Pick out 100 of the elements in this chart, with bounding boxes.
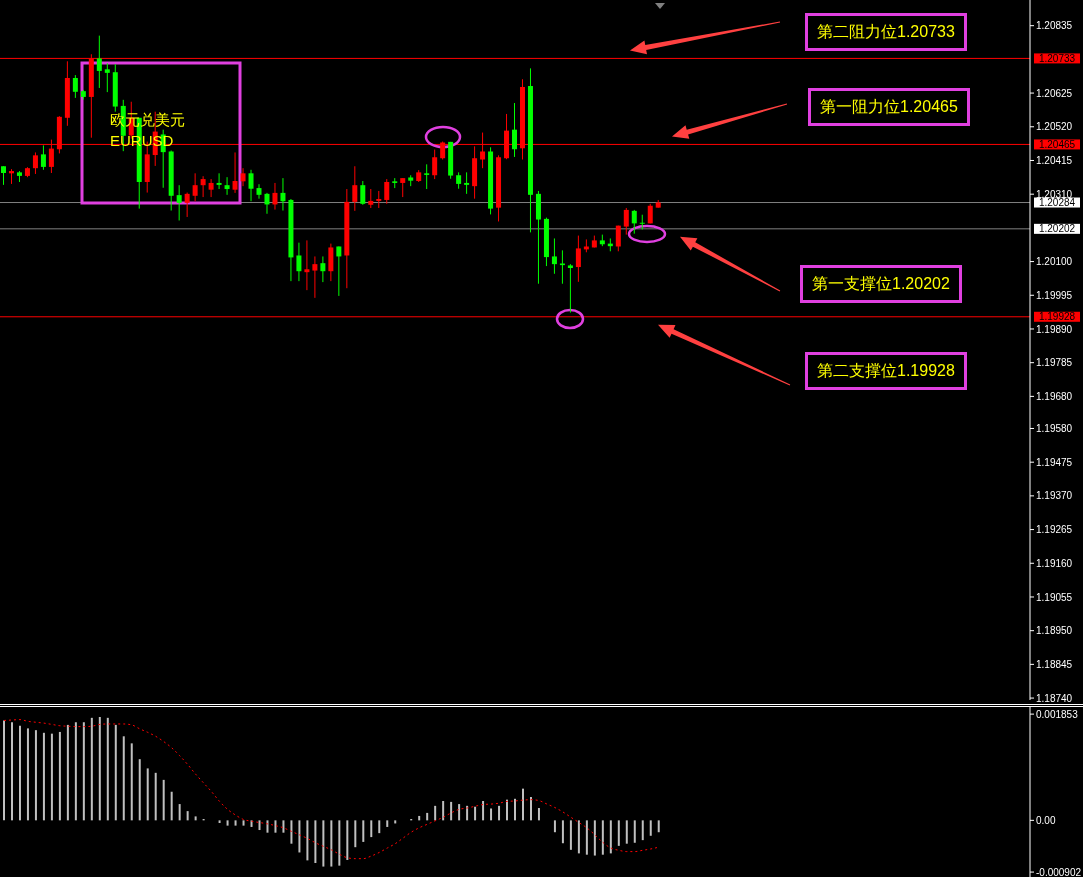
candlestick: [615, 225, 621, 252]
y-tick-label: 1.20100: [1036, 256, 1073, 268]
candlestick: [32, 151, 38, 175]
bar: [258, 820, 261, 831]
annotation: 第二阻力位1.20733: [805, 13, 967, 51]
candlestick: [240, 167, 246, 187]
candlestick: [264, 192, 270, 215]
bar: [98, 716, 101, 821]
candlestick: [336, 245, 342, 297]
bar: [537, 808, 540, 821]
bar: [194, 816, 197, 821]
bar: [346, 820, 349, 860]
bar: [10, 722, 13, 821]
bar: [362, 820, 365, 842]
bar: [434, 805, 437, 821]
bar: [521, 788, 524, 821]
annotation: 第一支撑位1.20202: [800, 265, 962, 303]
candlestick: [200, 175, 206, 198]
candlestick: [424, 163, 430, 190]
candlestick: [360, 180, 366, 206]
y-tick-label: 0.001853: [1036, 708, 1079, 720]
bar: [625, 820, 628, 844]
y-tick-label: 1.18845: [1036, 658, 1073, 670]
bar: [601, 820, 604, 855]
candlestick: [551, 237, 557, 275]
bar: [42, 732, 45, 821]
bar: [106, 717, 109, 821]
bar: [553, 820, 556, 833]
candlestick: [320, 255, 326, 283]
bar: [178, 804, 181, 821]
bar: [154, 772, 157, 821]
candlestick: [368, 188, 374, 209]
bar: [330, 820, 333, 867]
bar: [593, 820, 596, 856]
candlestick: [328, 243, 334, 282]
y-tick-label: 1.19995: [1036, 289, 1073, 301]
candlestick: [192, 172, 198, 202]
bar: [50, 733, 53, 821]
bar: [641, 820, 644, 841]
bar: [298, 820, 301, 853]
bar: [34, 730, 37, 821]
bar: [450, 801, 453, 821]
candlestick: [464, 171, 470, 195]
bar: [146, 768, 149, 821]
y-tick-label: 1.19160: [1036, 557, 1073, 569]
line-series: [3, 719, 660, 860]
y-tick-label: 1.19785: [1036, 357, 1073, 369]
bar: [514, 798, 517, 821]
bar: [186, 811, 189, 821]
annotation: 第一阻力位1.20465: [808, 88, 970, 126]
bar: [162, 779, 165, 821]
bar: [386, 820, 389, 827]
candlestick: [1, 165, 6, 186]
y-tick-label: -0.000902: [1036, 866, 1082, 877]
bar: [82, 722, 85, 821]
ref-line-label: 1.19928: [1038, 311, 1076, 323]
bar: [18, 725, 21, 821]
y-tick-label: 1.18740: [1036, 692, 1073, 704]
bar: [58, 731, 61, 821]
bar: [498, 805, 501, 821]
bar: [609, 820, 612, 854]
y-tick-label: 1.20625: [1036, 87, 1073, 99]
bar: [426, 812, 429, 821]
bar: [282, 820, 285, 833]
bar: [306, 820, 309, 861]
candlestick: [384, 178, 390, 205]
bar: [649, 820, 652, 836]
bar: [506, 799, 509, 821]
candlestick: [304, 239, 310, 291]
y-tick-label: 1.20415: [1036, 155, 1073, 167]
bar: [290, 820, 293, 844]
bar: [170, 791, 173, 821]
annotation: 第二支撑位1.19928: [805, 352, 967, 390]
candlestick: [352, 165, 358, 212]
bar: [490, 808, 493, 821]
candlestick: [232, 151, 238, 194]
candlestick: [40, 144, 46, 171]
candlestick: [575, 235, 581, 283]
bar: [26, 728, 29, 821]
y-tick-label: 1.20835: [1036, 20, 1073, 32]
bar: [561, 820, 564, 844]
y-tick-label: 1.19580: [1036, 423, 1073, 435]
bar: [138, 759, 141, 821]
bar: [114, 724, 117, 821]
bar: [633, 820, 636, 843]
candlestick: [280, 177, 286, 212]
bar: [378, 820, 381, 834]
y-tick-label: 1.19890: [1036, 323, 1073, 335]
bar: [474, 806, 477, 821]
bar: [218, 820, 221, 823]
candlestick: [216, 172, 222, 190]
bar: [482, 800, 485, 821]
candlestick: [176, 184, 182, 221]
bar: [354, 820, 357, 848]
bar: [226, 820, 229, 826]
y-tick-label: 1.19370: [1036, 490, 1073, 502]
bar: [585, 820, 588, 855]
y-tick-label: 0.00: [1036, 814, 1056, 826]
bar: [458, 804, 461, 821]
bar: [122, 736, 125, 821]
